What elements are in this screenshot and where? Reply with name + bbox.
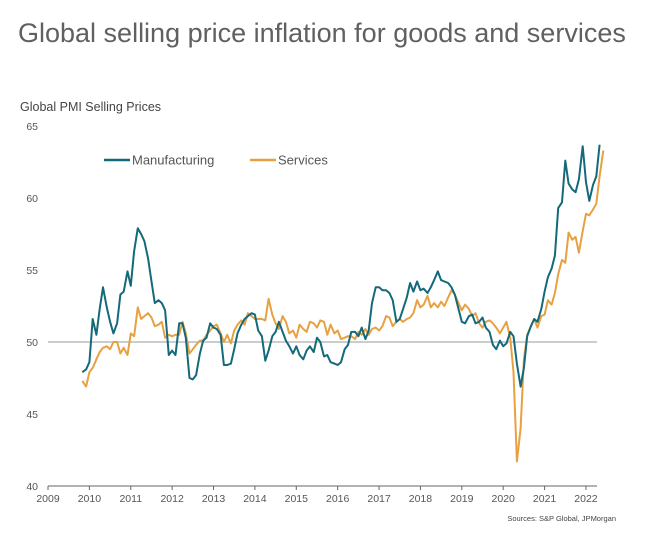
- x-tick-label: 2019: [450, 493, 474, 505]
- x-tick-label: 2013: [202, 493, 226, 505]
- x-tick-label: 2016: [326, 493, 350, 505]
- x-tick-label: 2014: [243, 493, 267, 505]
- y-tick-label: 40: [26, 481, 38, 493]
- x-axis: 2009 2010 2011 2012 2013 2014 2015 2016 2017 2018…: [36, 485, 598, 505]
- y-tick-label: 50: [26, 337, 38, 349]
- x-tick-label: 2012: [160, 493, 184, 505]
- series-line-manufacturing: [81, 144, 601, 388]
- x-tick-label: 2020: [492, 493, 516, 505]
- series-layer: [81, 144, 605, 463]
- x-tick-label: 2015: [285, 493, 309, 505]
- chart-title: Global selling price inflation for goods…: [18, 18, 626, 48]
- y-tick-label: 65: [26, 121, 38, 133]
- y-axis-label: Global PMI Selling Prices: [20, 100, 162, 114]
- x-tick-label: 2010: [78, 493, 102, 505]
- series-line-services: [81, 150, 605, 463]
- x-tick-label: 2011: [119, 493, 142, 505]
- legend-label-services: Services: [278, 153, 328, 168]
- series-manufacturing: [81, 144, 601, 388]
- y-tick-label: 60: [26, 193, 38, 205]
- y-tick-label: 45: [26, 409, 38, 421]
- x-tick-label: 2017: [367, 493, 391, 505]
- x-tick-label: 2018: [409, 493, 433, 505]
- y-axis-ticks: 40 45 50 55 60 65: [26, 121, 38, 493]
- y-tick-label: 55: [26, 265, 38, 277]
- x-tick-label: 2022: [574, 493, 598, 505]
- source-note: Sources: S&P Global, JPMorgan: [507, 514, 616, 523]
- legend-label-manufacturing: Manufacturing: [132, 153, 214, 168]
- x-tick-label: 2021: [533, 493, 557, 505]
- series-services: [81, 150, 605, 463]
- x-tick-label: 2009: [36, 493, 60, 505]
- legend: Manufacturing Services: [104, 153, 328, 168]
